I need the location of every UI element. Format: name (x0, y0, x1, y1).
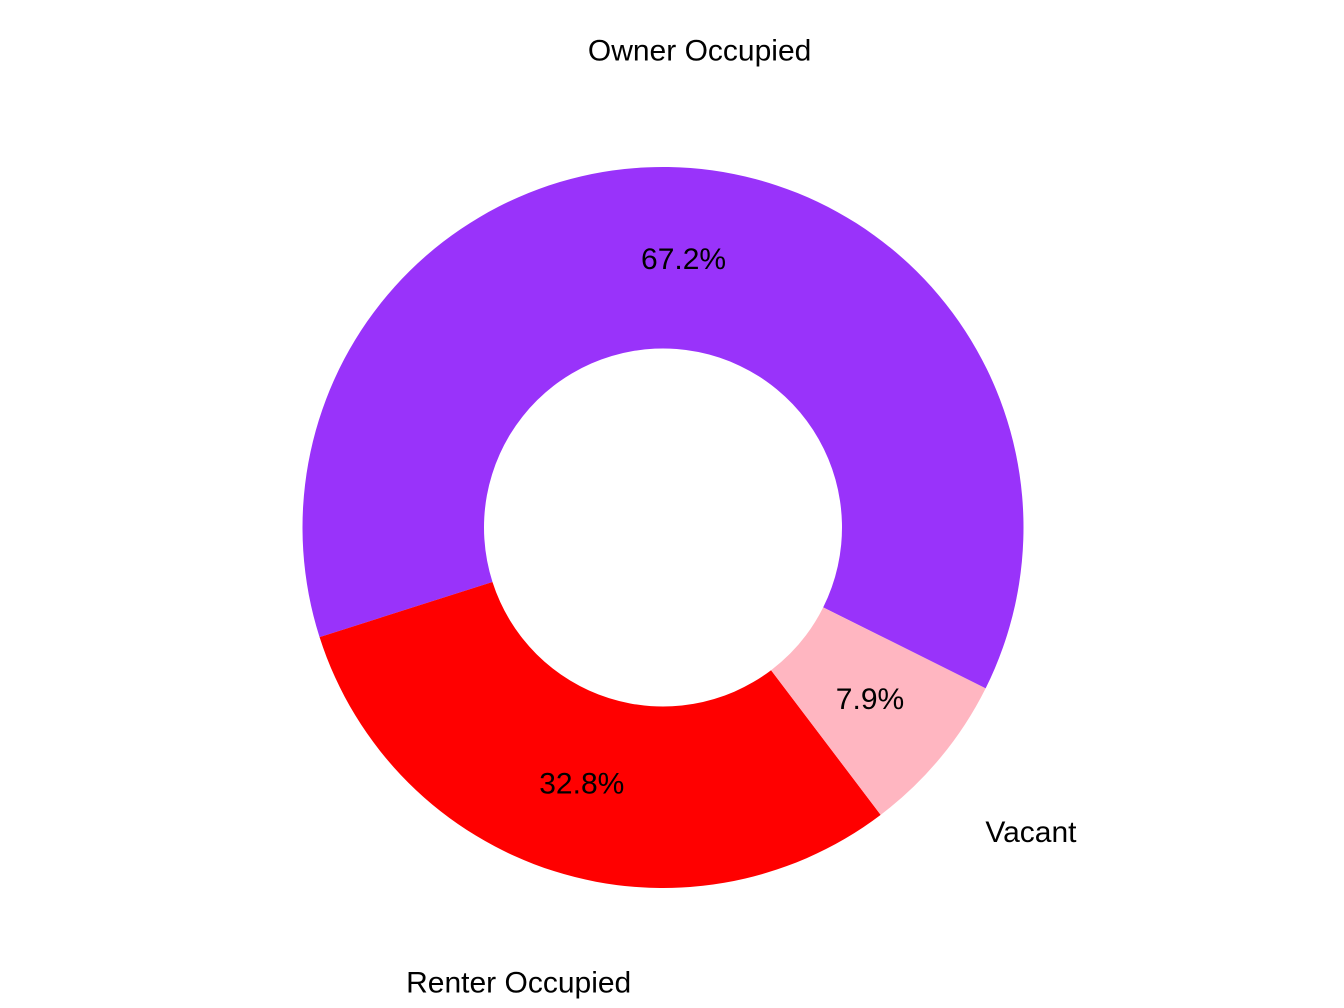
category-label-vacant: Vacant (985, 816, 1077, 849)
pie-slice-renter-occupied (319, 581, 881, 889)
pct-label-vacant: 7.9% (836, 683, 904, 716)
category-label-renter-occupied: Renter Occupied (406, 967, 631, 1000)
pct-label-renter-occupied: 32.8% (539, 767, 624, 800)
pie-slice-owner-occupied (302, 166, 1024, 689)
pie-slice-vacant (771, 607, 986, 815)
pct-label-owner-occupied: 67.2% (641, 243, 726, 276)
category-label-owner-occupied: Owner Occupied (588, 34, 811, 67)
